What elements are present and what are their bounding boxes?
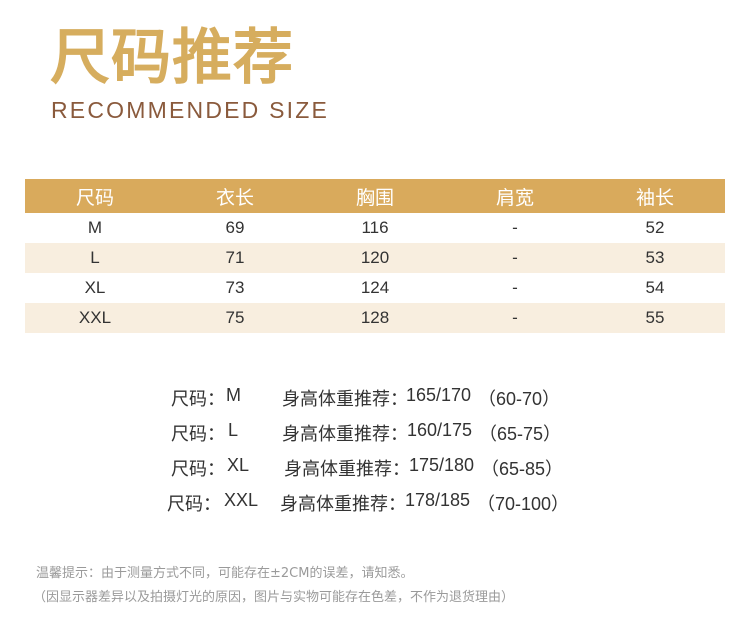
recommendation-row: 尺码： XXL 身高体重推荐： 178/185 （70-100） xyxy=(0,490,750,520)
table-cell: - xyxy=(512,278,518,297)
table-cell: 128 xyxy=(305,303,445,333)
height-range: 178/185 xyxy=(405,490,471,510)
table-cell: 53 xyxy=(585,243,725,273)
column-header: 尺码 xyxy=(25,179,165,213)
column-header: 胸围 xyxy=(305,179,445,213)
height-weight-label: 身高体重推荐： xyxy=(282,424,408,445)
table-row: XXL 75 128 - 55 xyxy=(25,303,725,333)
height-weight-label: 身高体重推荐： xyxy=(280,494,406,515)
size-value: XL xyxy=(227,455,250,475)
table-cell: XXL xyxy=(25,303,165,333)
size-label: 尺码： xyxy=(171,424,225,445)
table-row: M 69 116 - 52 xyxy=(25,213,725,243)
height-weight-label: 身高体重推荐： xyxy=(282,389,408,410)
height-range: 160/175 xyxy=(407,420,473,440)
disclaimer-note: （因显示器差异以及拍摄灯光的原因，图片与实物可能存在色差，不作为退货理由） xyxy=(33,590,515,605)
size-value: XXL xyxy=(224,490,259,510)
tip-note: 温馨提示：由于测量方式不同，可能存在±2CM的误差，请知悉。 xyxy=(36,566,414,581)
height-range: 165/170 xyxy=(406,385,472,405)
column-header: 袖长 xyxy=(585,179,725,213)
page-title: 尺码推荐 xyxy=(50,23,294,93)
table-cell: 120 xyxy=(305,243,445,273)
table-cell: 116 xyxy=(361,218,389,237)
size-table: 尺码 衣长 胸围 肩宽 袖长 M 69 116 - 52 L 71 120 - … xyxy=(25,179,725,333)
table-cell: - xyxy=(445,243,585,273)
table-cell: 55 xyxy=(585,303,725,333)
table-cell: 54 xyxy=(645,278,665,297)
recommendation-row: 尺码： M 身高体重推荐： 165/170 （60-70） xyxy=(0,385,750,415)
table-header-row: 尺码 衣长 胸围 肩宽 袖长 xyxy=(25,179,725,213)
table-cell: 71 xyxy=(165,243,305,273)
weight-range: （65-75） xyxy=(479,424,562,444)
table-cell: 124 xyxy=(360,278,390,297)
table-cell: XL xyxy=(84,278,106,297)
table-cell: - xyxy=(445,303,585,333)
weight-range: （60-70） xyxy=(478,389,561,409)
size-value: L xyxy=(228,420,239,440)
height-range: 175/180 xyxy=(409,455,475,475)
table-cell: 52 xyxy=(645,218,665,237)
table-cell: M xyxy=(87,218,103,237)
table-cell: 73 xyxy=(225,278,245,297)
weight-range: （65-85） xyxy=(481,459,564,479)
table-cell: L xyxy=(25,243,165,273)
table-cell: 75 xyxy=(165,303,305,333)
table-row: L 71 120 - 53 xyxy=(25,243,725,273)
table-cell: 69 xyxy=(225,218,245,237)
size-label: 尺码： xyxy=(171,389,225,410)
weight-range: （70-100） xyxy=(477,494,570,514)
page-subtitle: RECOMMENDED SIZE xyxy=(51,97,329,123)
height-weight-label: 身高体重推荐： xyxy=(284,459,410,480)
recommendation-row: 尺码： L 身高体重推荐： 160/175 （65-75） xyxy=(0,420,750,450)
size-value: M xyxy=(226,385,241,405)
size-label: 尺码： xyxy=(171,459,225,480)
size-label: 尺码： xyxy=(167,494,221,515)
table-cell: - xyxy=(512,218,518,237)
recommendation-row: 尺码： XL 身高体重推荐： 175/180 （65-85） xyxy=(0,455,750,485)
column-header: 衣长 xyxy=(165,179,305,213)
column-header: 肩宽 xyxy=(445,179,585,213)
table-row: XL 73 124 - 54 xyxy=(25,273,725,303)
